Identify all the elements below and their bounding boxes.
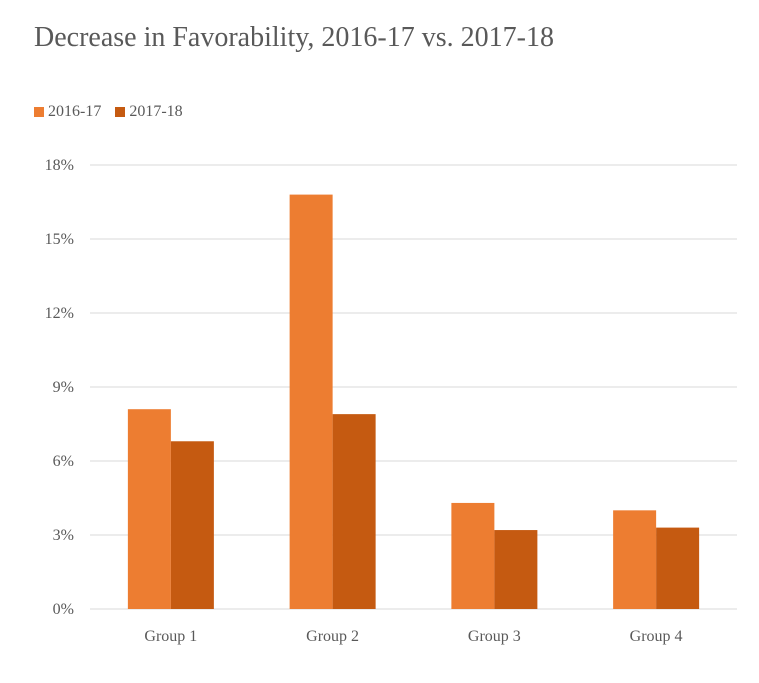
legend-swatch-series-2 (115, 107, 126, 117)
y-tick-label: 9% (53, 379, 74, 396)
x-tick-label: Group 2 (306, 628, 359, 645)
x-tick-label: Group 4 (630, 628, 683, 645)
y-tick-label: 18% (45, 157, 74, 174)
y-tick-label: 15% (45, 231, 74, 248)
bar-1-2 (289, 194, 333, 609)
bar-2-2 (332, 414, 376, 609)
legend-item-series-1: 2016-17 (34, 103, 101, 121)
bar-2-1 (170, 441, 214, 609)
legend-swatch-series-1 (34, 107, 44, 117)
bar-1-1 (127, 409, 171, 609)
legend: 2016-17 2017-18 (34, 103, 197, 121)
legend-item-series-2: 2017-18 (115, 103, 183, 121)
y-tick-label: 3% (53, 527, 74, 544)
bar-1-3 (451, 502, 495, 609)
y-tick-label: 6% (53, 453, 74, 470)
legend-label-series-1: 2016-17 (48, 103, 102, 120)
bar-2-3 (494, 530, 538, 609)
y-tick-label: 0% (53, 601, 74, 618)
bar-1-4 (613, 510, 657, 609)
x-tick-label: Group 3 (468, 628, 521, 645)
chart-title: Decrease in Favorability, 2016-17 vs. 20… (34, 22, 554, 53)
bar-2-4 (656, 527, 700, 609)
y-tick-label: 12% (45, 305, 74, 322)
x-tick-label: Group 1 (144, 628, 197, 645)
legend-label-series-2: 2017-18 (129, 103, 183, 120)
